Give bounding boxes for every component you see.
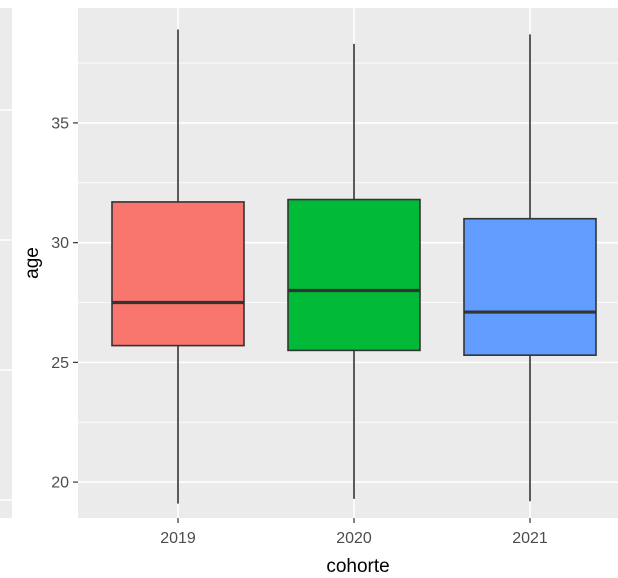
box-2020 xyxy=(287,43,421,499)
y-axis-title: age xyxy=(22,247,43,279)
box-rect xyxy=(111,201,245,347)
y-tick-label: 20 xyxy=(51,475,69,492)
x-tick-label: 2019 xyxy=(160,530,196,547)
y-axis: 20 25 30 35 xyxy=(51,115,78,492)
boxes-layer xyxy=(111,29,597,504)
y-tick-label: 30 xyxy=(51,235,69,252)
y-tick-label: 25 xyxy=(51,355,69,372)
box-2021 xyxy=(463,34,597,502)
left-edge-panel xyxy=(0,8,12,518)
x-tick-label: 2021 xyxy=(512,530,548,547)
box-2019 xyxy=(111,29,245,504)
box-rect xyxy=(287,198,421,352)
x-axis: 2019 2020 2021 xyxy=(160,518,548,547)
y-tick-label: 35 xyxy=(51,115,69,132)
x-tick-label: 2020 xyxy=(336,530,372,547)
x-axis-title: cohorte xyxy=(326,556,389,577)
box-rect xyxy=(463,217,597,356)
